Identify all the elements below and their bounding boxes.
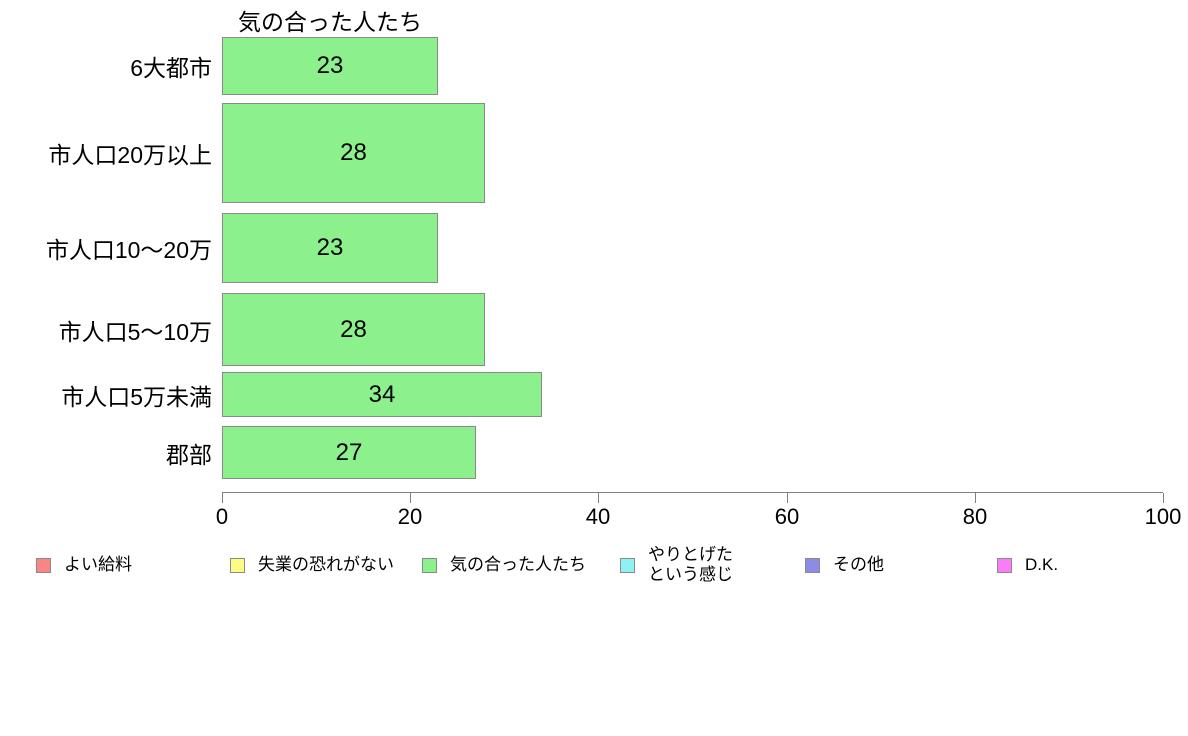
legend-label: やりとげた という感じ bbox=[648, 545, 733, 585]
x-axis-tick bbox=[975, 493, 976, 503]
legend-label: 失業の恐れがない bbox=[258, 555, 394, 575]
legend-item: よい給料 bbox=[36, 543, 132, 587]
legend-label-line: よい給料 bbox=[64, 555, 132, 574]
legend-swatch bbox=[230, 557, 245, 573]
x-axis-tick-label: 0 bbox=[215, 504, 229, 529]
bar-value-label: 34 bbox=[368, 380, 396, 408]
x-axis-tick bbox=[598, 493, 599, 503]
x-axis-tick-label: 60 bbox=[774, 504, 800, 529]
bar: 28 bbox=[222, 103, 485, 203]
x-axis-tick-label: 80 bbox=[962, 504, 988, 529]
bar-value-label: 23 bbox=[316, 234, 344, 261]
bar: 23 bbox=[222, 213, 438, 283]
legend-swatch bbox=[620, 557, 635, 573]
legend-item: やりとげた という感じ bbox=[620, 543, 733, 587]
bar-value-label: 27 bbox=[335, 438, 363, 466]
legend-label-line: という感じ bbox=[648, 565, 733, 584]
legend-label: よい給料 bbox=[64, 555, 132, 575]
x-axis-tick-label: 20 bbox=[397, 504, 423, 529]
category-label: 市人口10〜20万 bbox=[45, 237, 212, 263]
bar: 23 bbox=[222, 37, 438, 95]
legend-label: D.K. bbox=[1025, 555, 1058, 575]
x-axis-tick bbox=[222, 493, 223, 503]
legend-item: D.K. bbox=[997, 543, 1058, 587]
legend-label: 気の合った人たち bbox=[450, 555, 586, 575]
x-axis-tick-label: 40 bbox=[585, 504, 611, 529]
category-label: 郡部 bbox=[166, 441, 212, 468]
category-label: 市人口5〜10万 bbox=[58, 318, 212, 345]
bar: 27 bbox=[222, 426, 476, 479]
legend-item: 失業の恐れがない bbox=[230, 543, 394, 587]
legend-swatch bbox=[36, 557, 51, 573]
bar-value-label: 28 bbox=[340, 139, 367, 166]
legend-label-line: やりとげた bbox=[648, 545, 733, 564]
legend-item: その他 bbox=[805, 543, 884, 587]
chart-title: 気の合った人たち bbox=[238, 9, 422, 35]
bar: 34 bbox=[222, 372, 542, 417]
legend-swatch bbox=[422, 557, 437, 573]
legend-item: 気の合った人たち bbox=[422, 543, 586, 587]
legend-swatch bbox=[997, 557, 1012, 573]
category-label: 6大都市 bbox=[130, 55, 212, 81]
legend-label-line: D.K. bbox=[1025, 555, 1059, 574]
bar: 28 bbox=[222, 293, 485, 366]
legend-label-line: その他 bbox=[833, 555, 884, 574]
x-axis-tick bbox=[410, 493, 411, 503]
category-label: 市人口20万以上 bbox=[48, 142, 212, 168]
legend-label: その他 bbox=[833, 555, 884, 575]
category-label: 市人口5万未満 bbox=[61, 383, 212, 410]
bar-value-label: 23 bbox=[316, 52, 344, 79]
legend-swatch bbox=[805, 557, 820, 573]
x-axis-tick-label: 100 bbox=[1144, 504, 1182, 529]
x-axis-line bbox=[222, 492, 1163, 493]
bar-value-label: 28 bbox=[340, 315, 367, 343]
legend-label-line: 失業の恐れがない bbox=[258, 555, 394, 574]
x-axis-tick bbox=[787, 493, 788, 503]
legend-label-line: 気の合った人たち bbox=[450, 555, 586, 574]
x-axis-tick bbox=[1163, 493, 1164, 503]
